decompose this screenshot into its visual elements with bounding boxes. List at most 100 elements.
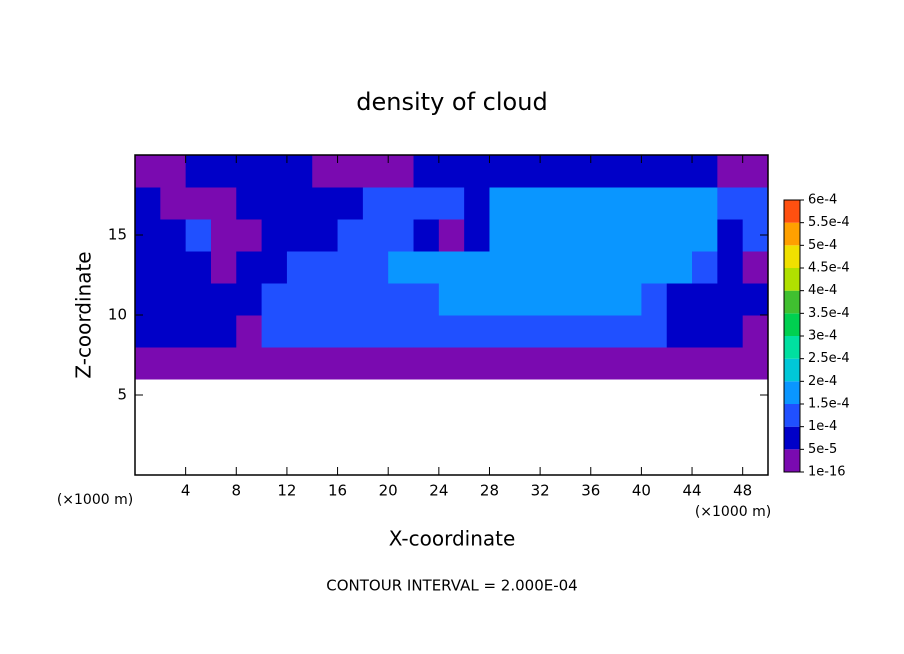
contour-cell xyxy=(388,283,415,316)
contour-cell xyxy=(641,155,668,188)
contour-cell xyxy=(413,155,440,188)
contour-cell xyxy=(261,283,288,316)
contour-cell xyxy=(438,347,465,380)
contour-cell xyxy=(312,347,339,380)
contour-cell xyxy=(742,187,769,220)
contour-cell xyxy=(160,187,187,220)
contour-cell xyxy=(692,251,718,284)
contour-cell xyxy=(514,283,541,316)
contour-cell xyxy=(210,283,237,316)
contour-cell xyxy=(514,315,541,348)
contour-cell xyxy=(514,251,541,284)
contour-cell xyxy=(514,219,541,252)
contour-cell xyxy=(362,187,389,220)
contour-cell xyxy=(666,283,693,316)
contour-cell xyxy=(717,219,744,252)
contour-cell xyxy=(185,187,212,220)
contour-cell xyxy=(185,219,212,252)
x-tick-label: 12 xyxy=(277,482,296,500)
x-tick-label: 32 xyxy=(531,482,550,500)
x-tick-label: 20 xyxy=(379,482,398,500)
contour-cell xyxy=(514,155,541,188)
contour-cell xyxy=(616,347,642,380)
contour-cell xyxy=(413,283,440,316)
colorbar-band xyxy=(784,449,800,472)
contour-cell xyxy=(286,187,313,220)
contour-cell xyxy=(616,219,642,252)
contour-cell xyxy=(540,347,566,380)
contour-cell xyxy=(413,219,440,252)
contour-cell xyxy=(236,283,263,316)
contour-cell xyxy=(286,347,313,380)
contour-cell xyxy=(489,283,516,316)
colorbar-label: 2e-4 xyxy=(808,374,837,389)
contour-cell xyxy=(236,347,263,380)
contour-cell xyxy=(210,155,237,188)
contour-cell xyxy=(742,283,769,316)
contour-cell xyxy=(692,315,718,348)
contour-cell xyxy=(236,187,263,220)
contour-cell xyxy=(362,251,389,284)
contour-cell xyxy=(666,219,693,252)
contour-cell xyxy=(540,155,566,188)
contour-cell xyxy=(261,347,288,380)
contour-cell xyxy=(388,315,415,348)
contour-cell xyxy=(540,315,566,348)
colorbar-band xyxy=(784,222,800,246)
contour-cell xyxy=(413,251,440,284)
colorbar-band xyxy=(784,381,800,404)
contour-cell xyxy=(312,219,339,252)
colorbar-band xyxy=(784,313,800,336)
contour-cell xyxy=(717,155,744,188)
contour-cell xyxy=(692,347,718,380)
x-unit: (×1000 m) xyxy=(695,504,771,520)
contour-cell xyxy=(666,347,693,380)
contour-cell xyxy=(135,251,161,284)
contour-cell xyxy=(616,315,642,348)
contour-cell xyxy=(641,251,668,284)
contour-cell xyxy=(413,347,440,380)
contour-cell xyxy=(565,155,592,188)
colorbar-band xyxy=(784,268,800,291)
contour-cell xyxy=(160,219,187,252)
colorbar-band xyxy=(784,426,800,450)
contour-cell xyxy=(312,283,339,316)
contour-cell xyxy=(388,219,415,252)
contour-cell xyxy=(135,187,161,220)
contour-cell xyxy=(438,251,465,284)
y-unit: (×1000 m) xyxy=(57,492,133,508)
contour-cell xyxy=(540,283,566,316)
contour-cell xyxy=(514,187,541,220)
contour-cell xyxy=(666,155,693,188)
contour-cell xyxy=(388,347,415,380)
contour-cell xyxy=(160,347,187,380)
contour-cell xyxy=(286,251,313,284)
y-tick-label: 15 xyxy=(108,226,127,244)
colorbar-band xyxy=(784,336,800,359)
contour-cell xyxy=(565,219,592,252)
contour-cell xyxy=(438,155,465,188)
contour-cell xyxy=(464,251,490,284)
contour-cell xyxy=(210,219,237,252)
contour-cell xyxy=(362,283,389,316)
contour-cell xyxy=(616,251,642,284)
colorbar-label: 1e-16 xyxy=(808,465,846,480)
contour-cell xyxy=(489,219,516,252)
contour-cell xyxy=(438,283,465,316)
contour-cell xyxy=(337,251,364,284)
contour-cell xyxy=(185,155,212,188)
colorbar-band xyxy=(784,358,800,382)
contour-cell xyxy=(261,155,288,188)
contour-cell xyxy=(185,315,212,348)
contour-cell xyxy=(160,315,187,348)
contour-cell xyxy=(540,219,566,252)
colorbar-label: 6e-4 xyxy=(808,193,837,208)
contour-cell xyxy=(337,315,364,348)
contour-cell xyxy=(742,155,769,188)
contour-cell xyxy=(666,187,693,220)
x-tick-label: 36 xyxy=(581,482,600,500)
contour-cell xyxy=(666,315,693,348)
contour-cell xyxy=(489,155,516,188)
contour-cell xyxy=(337,347,364,380)
colorbar-band xyxy=(784,290,800,314)
